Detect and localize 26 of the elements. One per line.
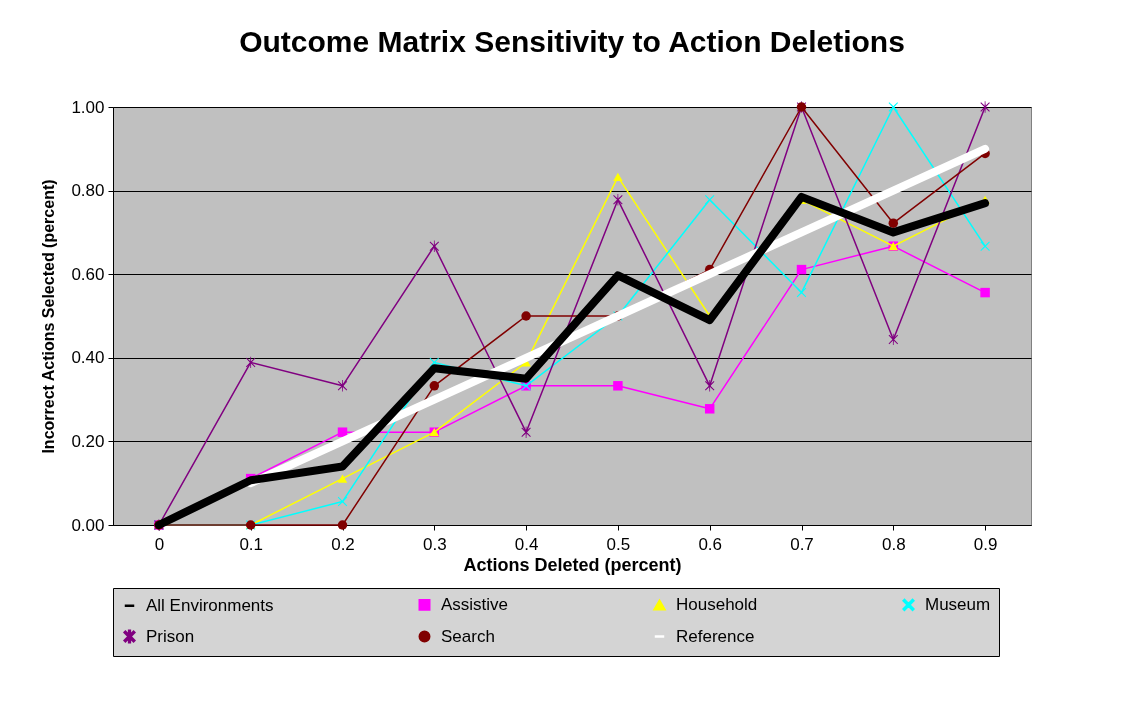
x-tick-label: 0.8 <box>881 534 906 554</box>
x-tick-label: 0.6 <box>698 534 723 554</box>
legend-label: Prison <box>146 626 195 646</box>
legend-label: Reference <box>676 626 755 646</box>
y-tick-label: 1.00 <box>71 97 105 117</box>
x-tick-label: 0.7 <box>790 534 814 554</box>
legend-label: Museum <box>925 594 991 614</box>
x-axis-title: Actions Deleted (percent) <box>463 554 682 575</box>
legend-label: Household <box>676 595 758 615</box>
x-tick-label: 0.2 <box>331 534 355 554</box>
x-tick-label: 0.1 <box>239 534 264 554</box>
x-tick-label: 0 <box>154 534 165 554</box>
y-tick-label: 0.00 <box>71 515 105 535</box>
y-tick-label: 0.80 <box>71 181 105 201</box>
chart-title: Outcome Matrix Sensitivity to Action Deletions <box>239 25 905 58</box>
y-tick-label: 0.60 <box>71 264 105 284</box>
x-tick-label: 0.5 <box>606 534 631 554</box>
x-tick-label: 0.4 <box>514 534 539 554</box>
x-tick-label: 0.9 <box>973 534 998 554</box>
legend-label: All Environments <box>146 595 274 615</box>
y-tick-label: 0.20 <box>71 431 105 451</box>
y-axis-title: Incorrect Actions Selected (percent) <box>40 179 58 454</box>
y-tick-label: 0.40 <box>71 348 105 368</box>
x-tick-label: 0.3 <box>422 534 447 554</box>
legend-label: Assistive <box>441 594 509 614</box>
legend-label: Search <box>441 626 495 646</box>
